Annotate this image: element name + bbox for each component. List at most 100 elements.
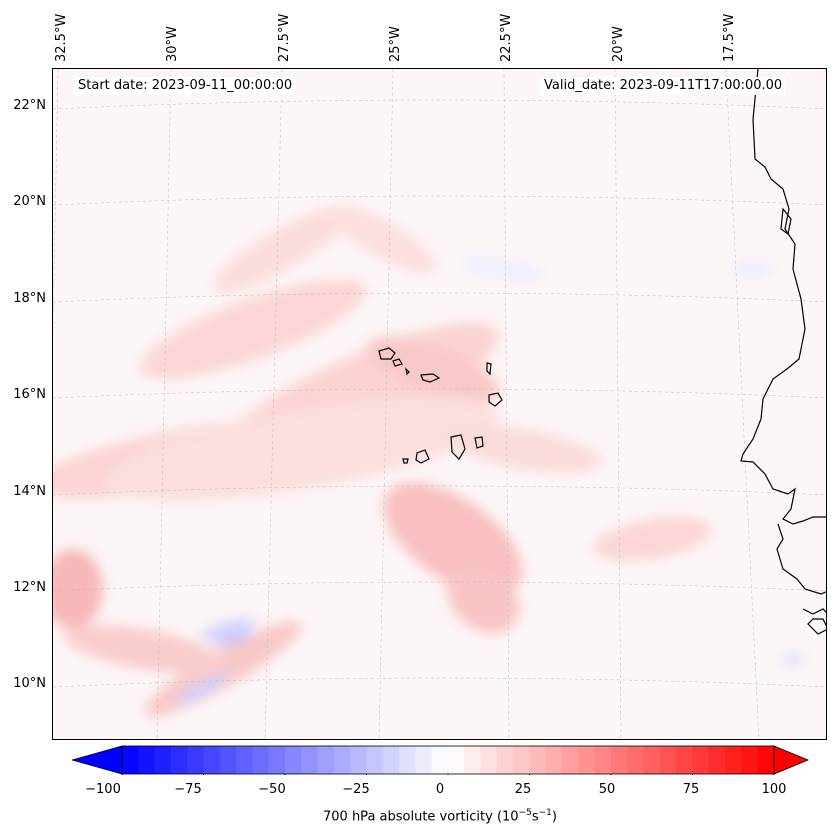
colorbar-cell bbox=[252, 746, 270, 774]
coastline-islands-bijagos bbox=[802, 608, 826, 615]
lat-label-20n: 20°N bbox=[13, 194, 46, 209]
latitude-gridline bbox=[53, 581, 826, 592]
longitude-gridline bbox=[614, 69, 622, 739]
colorbar-cell bbox=[170, 746, 188, 774]
lon-label-30w: 30°W bbox=[165, 26, 180, 62]
latitude-gridline bbox=[53, 195, 826, 206]
latitude-gridline bbox=[53, 99, 826, 110]
coastline-guinea bbox=[776, 523, 826, 595]
coastline-cape-verde-island bbox=[378, 347, 396, 360]
vorticity-positive-patch bbox=[446, 564, 520, 634]
coastline-cape-verde-island bbox=[405, 367, 410, 376]
lon-label-25w: 25°W bbox=[388, 26, 403, 62]
colorbar-cell bbox=[154, 746, 172, 774]
vorticity-negative-patch bbox=[463, 256, 543, 282]
vorticity-positive-patch bbox=[366, 336, 500, 402]
colorbar-extend-low bbox=[72, 745, 123, 775]
colorbar-tick: 75 bbox=[682, 782, 700, 797]
colorbar-cell bbox=[285, 746, 302, 774]
colorbar-tick: −25 bbox=[342, 782, 370, 797]
colorbar-cell bbox=[382, 746, 400, 774]
vorticity-positive-patch bbox=[383, 482, 523, 596]
vorticity-negative-patch bbox=[783, 651, 803, 667]
vorticity-positive-patch bbox=[53, 549, 103, 629]
colorbar-cell bbox=[301, 746, 319, 774]
colorbar-cell bbox=[659, 746, 677, 774]
colorbar-cell bbox=[562, 746, 579, 774]
coastline-cape-verde-island bbox=[450, 434, 466, 460]
colorbar-cell bbox=[431, 746, 449, 774]
vorticity-positive-patch bbox=[105, 396, 501, 502]
valid-date-label: Valid_date: 2023-09-11T17:00:00.00 bbox=[540, 77, 787, 95]
vorticity-positive-patch bbox=[330, 205, 436, 273]
lat-label-18n: 18°N bbox=[13, 291, 46, 306]
coastline-cape-verde-island bbox=[474, 436, 484, 449]
colorbar-cell bbox=[448, 746, 465, 774]
coastline-cape-verde-island bbox=[402, 458, 409, 464]
colorbar-tick: 0 bbox=[435, 782, 445, 797]
colorbar-cell bbox=[545, 746, 563, 774]
latitude-gridline bbox=[53, 388, 826, 399]
lat-label-16n: 16°N bbox=[13, 387, 46, 402]
colorbar-cell bbox=[268, 746, 286, 774]
colorbar-cell bbox=[480, 746, 498, 774]
colorbar-cell bbox=[725, 746, 742, 774]
colorbar-cell bbox=[333, 746, 351, 774]
colorbar-cell bbox=[399, 746, 416, 774]
vorticity-positive-patch bbox=[593, 516, 713, 562]
map-plot-area bbox=[52, 68, 827, 740]
colorbar-tick: −50 bbox=[258, 782, 286, 797]
lat-label-10n: 10°N bbox=[13, 676, 46, 691]
vorticity-positive-patch bbox=[213, 205, 353, 293]
colorbar-tick: −75 bbox=[174, 782, 202, 797]
colorbar-cell bbox=[692, 746, 710, 774]
lat-label-14n: 14°N bbox=[13, 484, 46, 499]
vorticity-positive-patch bbox=[64, 624, 222, 674]
longitude-gridline bbox=[53, 69, 59, 341]
colorbar-tick: 100 bbox=[761, 782, 787, 797]
start-date-label: Start date: 2023-09-11_00:00:00 bbox=[74, 77, 297, 95]
colorbar-cell bbox=[529, 746, 547, 774]
colorbar-tick: 50 bbox=[598, 782, 616, 797]
colorbar-cell bbox=[219, 746, 237, 774]
latitude-gridline bbox=[53, 292, 826, 303]
vorticity-negative-patch bbox=[213, 631, 253, 647]
colorbar-extend-high bbox=[773, 745, 810, 775]
lon-label-27-5w: 27.5°W bbox=[277, 13, 292, 62]
vorticity-positive-patch bbox=[444, 424, 602, 474]
colorbar-cell bbox=[415, 746, 433, 774]
coastline-cape-verde-island bbox=[392, 358, 403, 367]
latitude-gridline bbox=[53, 677, 826, 688]
latitude-gridline bbox=[53, 485, 826, 496]
longitude-gridline bbox=[378, 69, 394, 739]
colorbar-cell bbox=[741, 746, 759, 774]
colorbar-cell bbox=[757, 746, 775, 774]
colorbar-cell bbox=[366, 746, 384, 774]
longitude-gridline bbox=[503, 69, 510, 739]
colorbar-cell bbox=[187, 746, 204, 774]
coastline-guinea-south bbox=[807, 618, 826, 635]
lon-label-17-5w: 17.5°W bbox=[722, 13, 737, 62]
lon-label-32-5w: 32.5°W bbox=[54, 13, 69, 62]
coastline-banc-arguin bbox=[780, 207, 792, 236]
vorticity-negative-patch bbox=[198, 618, 258, 640]
colorbar-cell bbox=[496, 746, 514, 774]
colorbar-cell bbox=[138, 746, 156, 774]
colorbar-cell bbox=[578, 746, 596, 774]
colorbar-cell bbox=[464, 746, 482, 774]
lon-label-20w: 20°W bbox=[611, 26, 626, 62]
coastline-cape-verde-island bbox=[415, 449, 430, 464]
colorbar-cell bbox=[350, 746, 367, 774]
vorticity-positive-patch bbox=[139, 279, 367, 379]
coastline-cape-verde-island bbox=[420, 373, 441, 383]
colorbar-cell bbox=[708, 746, 726, 774]
coastline-cape-verde-island bbox=[488, 392, 503, 407]
longitude-gridline bbox=[156, 69, 172, 739]
longitude-gridline bbox=[725, 69, 760, 739]
colorbar-cell bbox=[203, 746, 221, 774]
colorbar-cell bbox=[594, 746, 612, 774]
lat-label-12n: 12°N bbox=[13, 580, 46, 595]
colorbar-tick: 25 bbox=[514, 782, 532, 797]
colorbar-label: 700 hPa absolute vorticity (10−5s−1) bbox=[323, 808, 557, 825]
coastline-cape-verde-island bbox=[486, 362, 492, 376]
